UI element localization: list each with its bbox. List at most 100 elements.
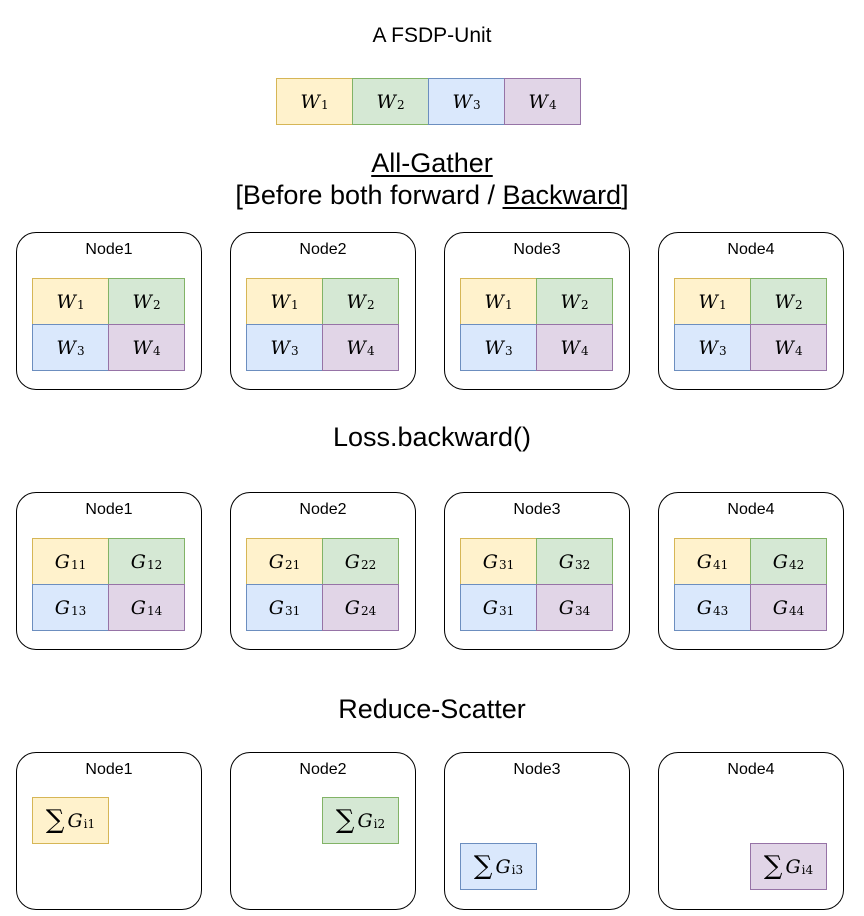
gradient-cell: G 14	[108, 584, 185, 631]
sum-symbol: ∑	[473, 850, 493, 881]
node-box: Node3 G 31 G 32 G 31 G 34	[444, 492, 630, 650]
cell-subscript: 3	[290, 343, 299, 358]
cell-symbol: G	[495, 855, 511, 878]
cell-symbol: W	[300, 90, 320, 113]
cell-symbol: W	[774, 336, 794, 359]
cell-symbol: W	[560, 290, 580, 313]
gradient-cell: G 31	[246, 584, 323, 631]
gradient-cell: G 31	[460, 538, 537, 585]
cell-subscript: 2	[794, 297, 803, 312]
cell-subscript: 2	[366, 297, 375, 312]
cell-subscript: 3	[76, 343, 85, 358]
cell-symbol: W	[346, 336, 366, 359]
node-label: Node2	[299, 761, 347, 778]
gradient-cell: G 32	[536, 538, 613, 585]
all-gather-title: All-Gather	[371, 148, 493, 178]
cell-subscript: 1	[290, 297, 299, 312]
cell-symbol: G	[54, 596, 70, 619]
cell-symbol: W	[452, 90, 472, 113]
cell-subscript: 34	[574, 603, 591, 618]
cell-subscript: i2	[373, 816, 386, 831]
cell-symbol: W	[698, 290, 718, 313]
cell-subscript: 2	[152, 297, 161, 312]
cell-subscript: 32	[574, 557, 591, 572]
cell-symbol: G	[130, 550, 146, 573]
cell-subscript: 12	[146, 557, 163, 572]
gradient-cell: G 11	[32, 538, 109, 585]
cell-subscript: 22	[360, 557, 377, 572]
gradient-cell: G 21	[246, 538, 323, 585]
node-label: Node2	[299, 241, 347, 258]
cell-symbol: W	[376, 90, 396, 113]
cell-symbol: W	[132, 336, 152, 359]
node-label: Node2	[299, 501, 347, 518]
cell-subscript: 41	[712, 557, 729, 572]
sum-symbol: ∑	[45, 804, 65, 835]
subtitle-underlined: Backward	[502, 180, 622, 210]
cell-subscript: 4	[794, 343, 803, 358]
gradient-cell: G 34	[536, 584, 613, 631]
cell-symbol: G	[772, 550, 788, 573]
cell-subscript: 1	[320, 97, 329, 112]
cell-symbol: W	[698, 336, 718, 359]
gradient-cell: G 31	[460, 584, 537, 631]
cell-symbol: W	[484, 336, 504, 359]
cell-subscript: 1	[718, 297, 727, 312]
cell-subscript: 2	[580, 297, 589, 312]
cell-subscript: 13	[70, 603, 87, 618]
cell-symbol: G	[696, 596, 712, 619]
cell-subscript: 4	[366, 343, 375, 358]
node-box: Node2 G 21 G 22 G 31 G 24	[230, 492, 416, 650]
cell-symbol: G	[696, 550, 712, 573]
gradient-cell: G 13	[32, 584, 109, 631]
sum-symbol: ∑	[335, 804, 355, 835]
cell-symbol: G	[482, 550, 498, 573]
node-box: Node4 G 41 G 42 G 43 G 44	[658, 492, 844, 650]
node-label: Node3	[513, 761, 561, 778]
cell-subscript: i3	[511, 862, 524, 877]
cell-symbol: W	[528, 90, 548, 113]
cell-symbol: G	[67, 809, 83, 832]
cell-subscript: 42	[788, 557, 805, 572]
node-label: Node3	[513, 241, 561, 258]
node-box: Node1 G 11 G 12 G 13 G 14	[16, 492, 202, 650]
cell-subscript: 4	[152, 343, 161, 358]
cell-subscript: 43	[712, 603, 729, 618]
cell-symbol: W	[270, 290, 290, 313]
cell-subscript: 1	[504, 297, 513, 312]
all-gather-subtitle: [Before both forward / Backward]	[0, 178, 864, 212]
cell-symbol: W	[560, 336, 580, 359]
cell-symbol: G	[268, 550, 284, 573]
gradient-cell: G 12	[108, 538, 185, 585]
cell-symbol: G	[558, 596, 574, 619]
cell-subscript: 3	[472, 97, 481, 112]
cell-subscript: 21	[284, 557, 301, 572]
cell-subscript: 31	[498, 603, 515, 618]
cell-subscript: i4	[801, 862, 814, 877]
node-label: Node1	[85, 761, 133, 778]
cell-subscript: 31	[498, 557, 515, 572]
sum-symbol: ∑	[763, 850, 783, 881]
